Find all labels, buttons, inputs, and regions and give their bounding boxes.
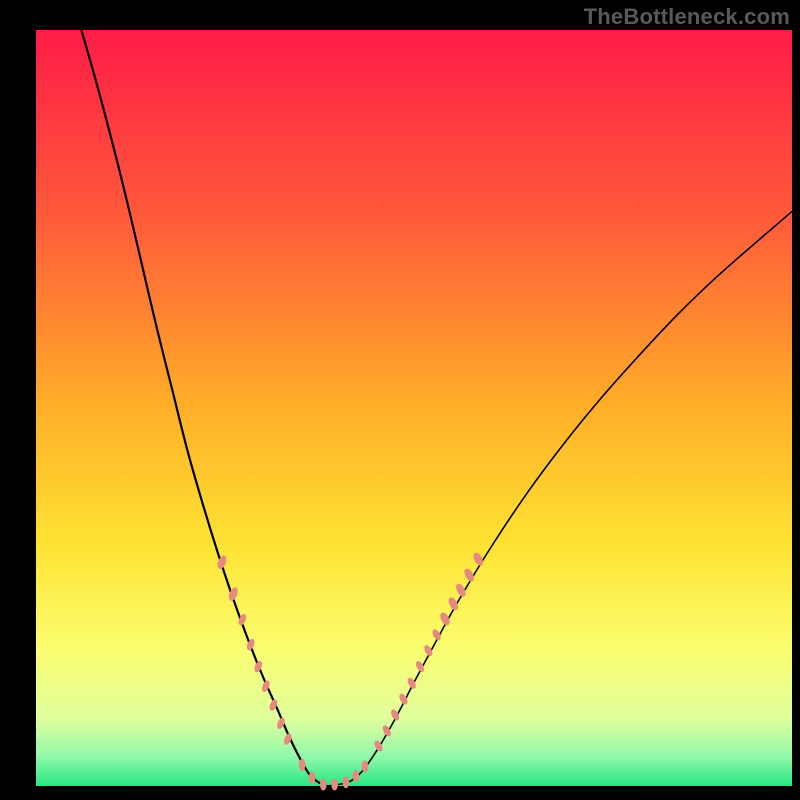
curve-overlay bbox=[0, 0, 800, 800]
band-marker bbox=[352, 770, 359, 782]
chart-container: TheBottleneck.com bbox=[0, 0, 800, 800]
band-marker bbox=[362, 760, 369, 772]
band-marker bbox=[423, 644, 434, 658]
band-marker bbox=[414, 660, 425, 674]
band-marker bbox=[245, 638, 256, 652]
band-marker bbox=[331, 778, 338, 790]
band-marker bbox=[253, 660, 264, 674]
band-marker bbox=[438, 611, 451, 627]
band-marker bbox=[431, 628, 442, 642]
watermark-label: TheBottleneck.com bbox=[584, 4, 790, 30]
band-marker bbox=[447, 596, 460, 612]
curve-path bbox=[327, 211, 792, 786]
band-marker bbox=[216, 554, 228, 570]
band-marker bbox=[299, 759, 306, 771]
band-marker bbox=[343, 776, 350, 788]
band-marker bbox=[320, 778, 327, 790]
band-marker bbox=[309, 772, 316, 784]
curve-path bbox=[81, 30, 327, 786]
